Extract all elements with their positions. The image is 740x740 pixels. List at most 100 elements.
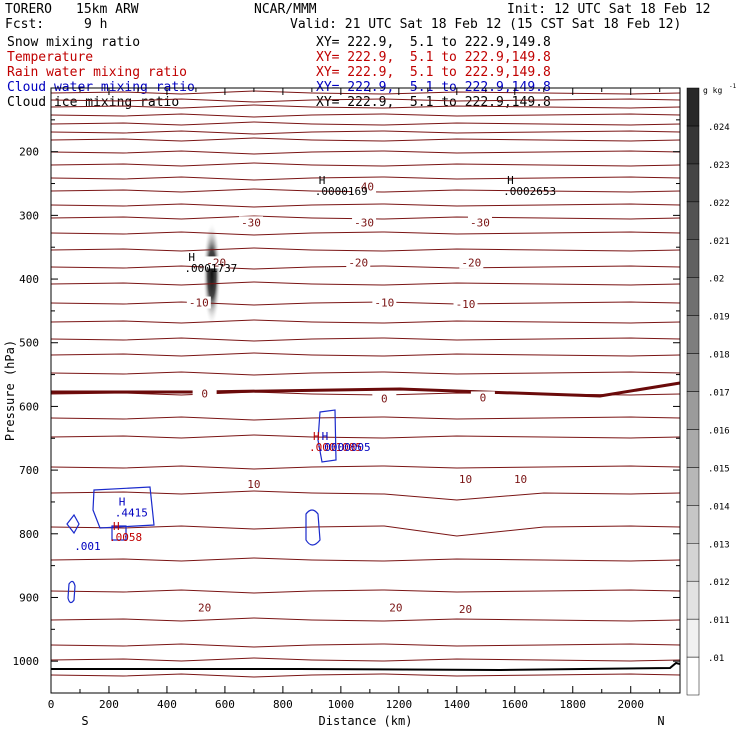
x-tick-label: 2000 bbox=[617, 698, 644, 711]
cloud-water-contour bbox=[111, 525, 127, 541]
isotherm-line bbox=[50, 557, 681, 562]
colorbar-segment bbox=[686, 391, 700, 430]
isotherm-label-bg bbox=[508, 472, 533, 485]
cloud-water-contour bbox=[305, 509, 321, 546]
max-marker-label: H bbox=[119, 496, 126, 509]
colorbar-segment bbox=[686, 201, 700, 240]
north-label: N bbox=[657, 714, 664, 728]
cloud-water-contour bbox=[67, 580, 76, 604]
y-tick-label: 1000 bbox=[13, 655, 40, 668]
isotherm-label: 10 bbox=[459, 473, 472, 486]
colorbar-segment bbox=[686, 163, 700, 203]
x-tick-label: 0 bbox=[48, 698, 55, 711]
isotherm-label-bg bbox=[459, 256, 484, 269]
isotherm-label: 20 bbox=[459, 603, 472, 616]
isotherm-label: -30 bbox=[470, 216, 490, 229]
colorbar-unit-exponent: -1 bbox=[729, 83, 737, 90]
x-tick-label: 1200 bbox=[386, 698, 413, 711]
isotherm-label-bg bbox=[453, 297, 478, 310]
field-xy-temperature: XY= 222.9, 5.1 to 222.9,149.8 bbox=[316, 50, 551, 65]
colorbar-label: .014 bbox=[708, 502, 730, 512]
isotherm-label: 0 bbox=[201, 388, 208, 401]
isotherm-label: -30 bbox=[241, 216, 261, 229]
field-name-rain: Rain water mixing ratio bbox=[7, 65, 188, 80]
max-marker-label: H bbox=[507, 174, 514, 187]
surface-line bbox=[51, 661, 681, 672]
isotherm-line bbox=[50, 121, 681, 126]
south-label: S bbox=[81, 714, 88, 728]
colorbar-segment bbox=[686, 239, 700, 278]
init-time: Init: 12 UTC Sat 18 Feb 12 bbox=[507, 2, 711, 17]
plot-frame bbox=[50, 87, 681, 694]
isotherm-line bbox=[50, 617, 681, 622]
isotherm-label: -20 bbox=[348, 256, 368, 269]
isotherm-label: -10 bbox=[456, 298, 476, 311]
colorbar-segment bbox=[686, 505, 700, 544]
isotherm-label: 0 bbox=[480, 391, 487, 404]
isotherm-line bbox=[50, 319, 681, 324]
isotherm-line bbox=[50, 162, 681, 167]
field-xy-snow: XY= 222.9, 5.1 to 222.9,149.8 bbox=[316, 35, 551, 50]
colorbar-segment bbox=[686, 580, 700, 620]
x-tick-label: 600 bbox=[215, 698, 235, 711]
colorbar-segment bbox=[686, 277, 700, 316]
isotherm-line bbox=[50, 643, 681, 648]
colorbar-label: .015 bbox=[708, 464, 730, 474]
colorbar-segment bbox=[686, 353, 700, 392]
x-tick-label: 1000 bbox=[328, 698, 355, 711]
isotherm-line bbox=[50, 247, 681, 252]
isotherm-line bbox=[50, 337, 681, 342]
y-tick-label: 400 bbox=[19, 273, 39, 286]
colorbar-segment bbox=[686, 87, 700, 127]
isotherm-label-bg bbox=[467, 216, 492, 229]
isotherm-label-bg bbox=[192, 387, 217, 400]
forecast-label: Fcst: bbox=[5, 17, 45, 32]
isotherm-label: -20 bbox=[206, 256, 226, 269]
isotherm-line bbox=[50, 525, 681, 537]
colorbar-label: .021 bbox=[708, 237, 730, 247]
isotherm-label-bg bbox=[346, 256, 371, 269]
isotherm-line bbox=[50, 203, 681, 208]
isotherm-line bbox=[50, 90, 681, 95]
y-tick-label: 200 bbox=[19, 146, 39, 159]
max-marker-value: .0000169 bbox=[315, 185, 368, 198]
isotherm-label: -20 bbox=[461, 256, 481, 269]
isotherm-line bbox=[50, 490, 681, 501]
isotherm-line bbox=[50, 188, 681, 193]
isotherm-line bbox=[50, 130, 681, 135]
isotherm-label-bg bbox=[186, 296, 211, 309]
isotherm-label: 10 bbox=[247, 478, 260, 491]
isotherm-label-bg bbox=[241, 478, 266, 491]
max-marker-value: .0001737 bbox=[184, 262, 237, 275]
isotherm-line bbox=[50, 416, 681, 421]
max-marker-value: .001 bbox=[74, 540, 101, 553]
isotherm-line bbox=[50, 150, 681, 155]
isotherm-label-bg bbox=[453, 472, 478, 485]
isotherm-label-bg bbox=[470, 391, 495, 404]
isotherm-label-bg bbox=[192, 601, 217, 614]
isotherm-line bbox=[50, 113, 681, 118]
isotherm-label-bg bbox=[204, 256, 229, 269]
max-marker-value: .0000005 bbox=[318, 441, 371, 454]
field-xy-rain: XY= 222.9, 5.1 to 222.9,149.8 bbox=[316, 65, 551, 80]
y-tick-label: 700 bbox=[19, 464, 39, 477]
x-tick-label: 200 bbox=[99, 698, 119, 711]
isotherm-label-bg bbox=[239, 216, 264, 229]
x-axis-label: Distance (km) bbox=[319, 714, 413, 728]
isotherm-line bbox=[50, 673, 681, 678]
colorbar-segment bbox=[686, 467, 700, 506]
colorbar-label: .018 bbox=[708, 351, 730, 361]
isotherm-line bbox=[50, 231, 681, 236]
colorbar-label: .024 bbox=[708, 123, 730, 133]
cloud-water-contour bbox=[92, 486, 155, 529]
max-marker-value: .0001085 bbox=[309, 441, 362, 454]
isotherm-label: -10 bbox=[189, 297, 209, 310]
isotherm-line bbox=[50, 98, 681, 103]
x-tick-label: 800 bbox=[273, 698, 293, 711]
colorbar-label: .019 bbox=[708, 313, 730, 323]
x-tick-label: 1600 bbox=[502, 698, 529, 711]
center-name: NCAR/MMM bbox=[254, 2, 317, 17]
isotherm-label: 20 bbox=[198, 602, 211, 615]
colorbar-segment bbox=[686, 656, 700, 696]
isotherm-zero-line bbox=[51, 381, 681, 398]
